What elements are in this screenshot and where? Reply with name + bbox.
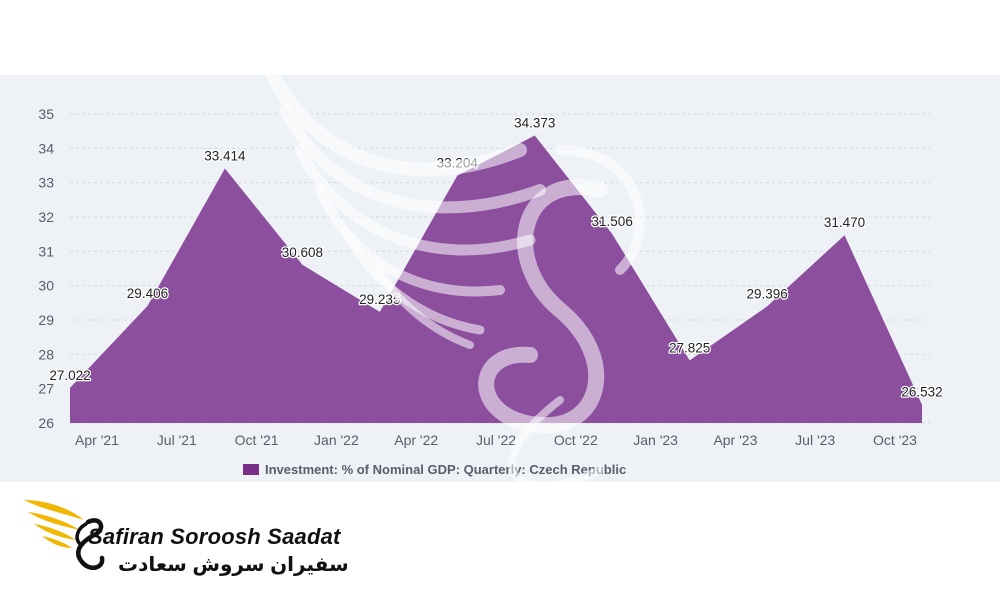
legend[interactable]: Investment: % of Nominal GDP: Quarterly:… xyxy=(243,462,626,477)
data-label: 29.396 xyxy=(746,286,787,301)
x-tick-label: Jul '21 xyxy=(157,432,197,448)
x-tick-label: Apr '21 xyxy=(75,432,119,448)
data-label: 29.235 xyxy=(359,292,400,307)
data-label: 34.373 xyxy=(514,116,555,131)
legend-swatch xyxy=(243,464,259,475)
brand-name-persian: سفیران سروش سعادت xyxy=(118,554,349,576)
data-label: 27.825 xyxy=(669,340,710,355)
y-tick-label: 32 xyxy=(38,209,54,225)
phoenix-wing-logo-icon xyxy=(24,500,105,571)
y-tick-label: 28 xyxy=(38,346,54,362)
data-label: 26.532 xyxy=(901,385,942,400)
series-area[interactable] xyxy=(70,135,922,423)
y-tick-label: 26 xyxy=(38,415,54,431)
x-tick-label: Apr '22 xyxy=(394,432,438,448)
data-label: 29.406 xyxy=(127,286,168,301)
y-tick-label: 33 xyxy=(38,175,54,191)
data-label: 30.608 xyxy=(282,245,323,260)
y-tick-label: 30 xyxy=(38,278,54,294)
y-tick-label: 34 xyxy=(38,140,54,156)
chart-panel: 26 27 28 29 30 31 32 33 34 35 Apr '21 Jul '21 Oct '… xyxy=(0,75,1000,482)
data-label: 27.022 xyxy=(49,368,90,383)
y-tick-label: 35 xyxy=(38,106,54,122)
data-label: 31.470 xyxy=(824,215,865,230)
data-label: 33.204 xyxy=(437,156,479,171)
data-label: 31.506 xyxy=(592,214,633,229)
x-tick-label: Jan '23 xyxy=(633,432,678,448)
x-tick-label: Apr '23 xyxy=(713,432,757,448)
x-tick-label: Oct '23 xyxy=(873,432,917,448)
legend-label: Investment: % of Nominal GDP: Quarterly:… xyxy=(265,462,627,477)
y-tick-label: 29 xyxy=(38,312,54,328)
y-tick-label: 31 xyxy=(38,243,54,259)
x-axis: Apr '21 Jul '21 Oct '21 Jan '22 Apr '22 Jul '… xyxy=(75,432,917,448)
data-label: 33.414 xyxy=(204,148,246,163)
y-axis: 26 27 28 29 30 31 32 33 34 35 xyxy=(38,106,54,431)
x-tick-label: Jul '23 xyxy=(795,432,835,448)
x-tick-label: Jul '22 xyxy=(476,432,516,448)
area-chart: 26 27 28 29 30 31 32 33 34 35 Apr '21 Jul '21 Oct '… xyxy=(38,106,943,448)
brand-name: Safiran Soroosh Saadat xyxy=(88,524,341,549)
x-tick-label: Oct '21 xyxy=(235,432,279,448)
brand-logo[interactable]: Safiran Soroosh Saadat سفیران سروش سعادت xyxy=(22,494,349,584)
x-tick-label: Jan '22 xyxy=(314,432,359,448)
x-tick-label: Oct '22 xyxy=(554,432,598,448)
y-tick-label: 27 xyxy=(38,381,54,397)
